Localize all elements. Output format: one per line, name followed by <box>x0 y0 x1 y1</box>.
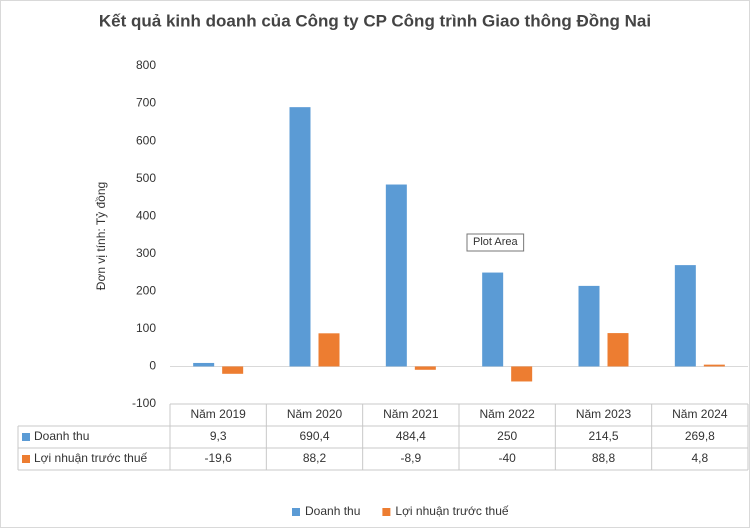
table-value: -8,9 <box>400 451 421 465</box>
legend-label: Doanh thu <box>305 504 360 518</box>
table-value: 88,8 <box>592 451 616 465</box>
y-axis-label: Đơn vị tính: Tỷ đồng <box>94 182 108 290</box>
bar <box>289 107 311 367</box>
table-value: 4,8 <box>691 451 708 465</box>
table-value: 9,3 <box>210 429 227 443</box>
y-tick-label: 500 <box>136 171 156 185</box>
table-value: -19,6 <box>204 451 232 465</box>
table-series-name: Lợi nhuận trước thuế <box>34 451 147 465</box>
y-tick-label: 700 <box>136 96 156 110</box>
tooltip <box>466 233 525 252</box>
chart-title: Kết quả kinh doanh của Công ty CP Công t… <box>99 11 651 30</box>
bar <box>385 184 407 367</box>
x-tick-label: Năm 2023 <box>576 407 632 421</box>
y-tick-label: 800 <box>136 58 156 72</box>
legend-key <box>22 433 30 441</box>
x-tick-label: Năm 2019 <box>190 407 246 421</box>
legend-key <box>292 508 300 516</box>
bar <box>674 265 696 367</box>
y-tick-label: -100 <box>132 396 156 410</box>
bar <box>578 285 600 367</box>
table-value: 484,4 <box>396 429 426 443</box>
y-tick-label: 400 <box>136 208 156 222</box>
x-tick-label: Năm 2020 <box>287 407 343 421</box>
bar <box>318 333 340 367</box>
x-tick-label: Năm 2021 <box>383 407 439 421</box>
y-tick-label: 100 <box>136 321 156 335</box>
x-tick-label: Năm 2024 <box>672 407 728 421</box>
table-value: -40 <box>498 451 516 465</box>
table-value: 269,8 <box>685 429 715 443</box>
table-series-name: Doanh thu <box>34 429 89 443</box>
tooltip-text: Plot Area <box>473 236 519 248</box>
table-value: 214,5 <box>588 429 618 443</box>
bar <box>482 272 504 367</box>
legend-label: Lợi nhuận trước thuế <box>395 504 508 518</box>
bar <box>222 366 244 374</box>
x-tick-label: Năm 2022 <box>479 407 535 421</box>
legend-key <box>22 455 30 463</box>
table-value: 88,2 <box>303 451 327 465</box>
bar <box>414 366 436 370</box>
bar <box>193 362 215 367</box>
y-tick-label: 600 <box>136 133 156 147</box>
bar <box>703 364 725 367</box>
table-value: 690,4 <box>299 429 329 443</box>
y-tick-label: 200 <box>136 284 156 298</box>
legend-key <box>382 508 391 516</box>
bar <box>607 333 629 367</box>
y-tick-label: 300 <box>136 246 156 260</box>
table-value: 250 <box>497 429 517 443</box>
bar <box>511 366 533 382</box>
y-tick-label: 0 <box>149 359 156 373</box>
